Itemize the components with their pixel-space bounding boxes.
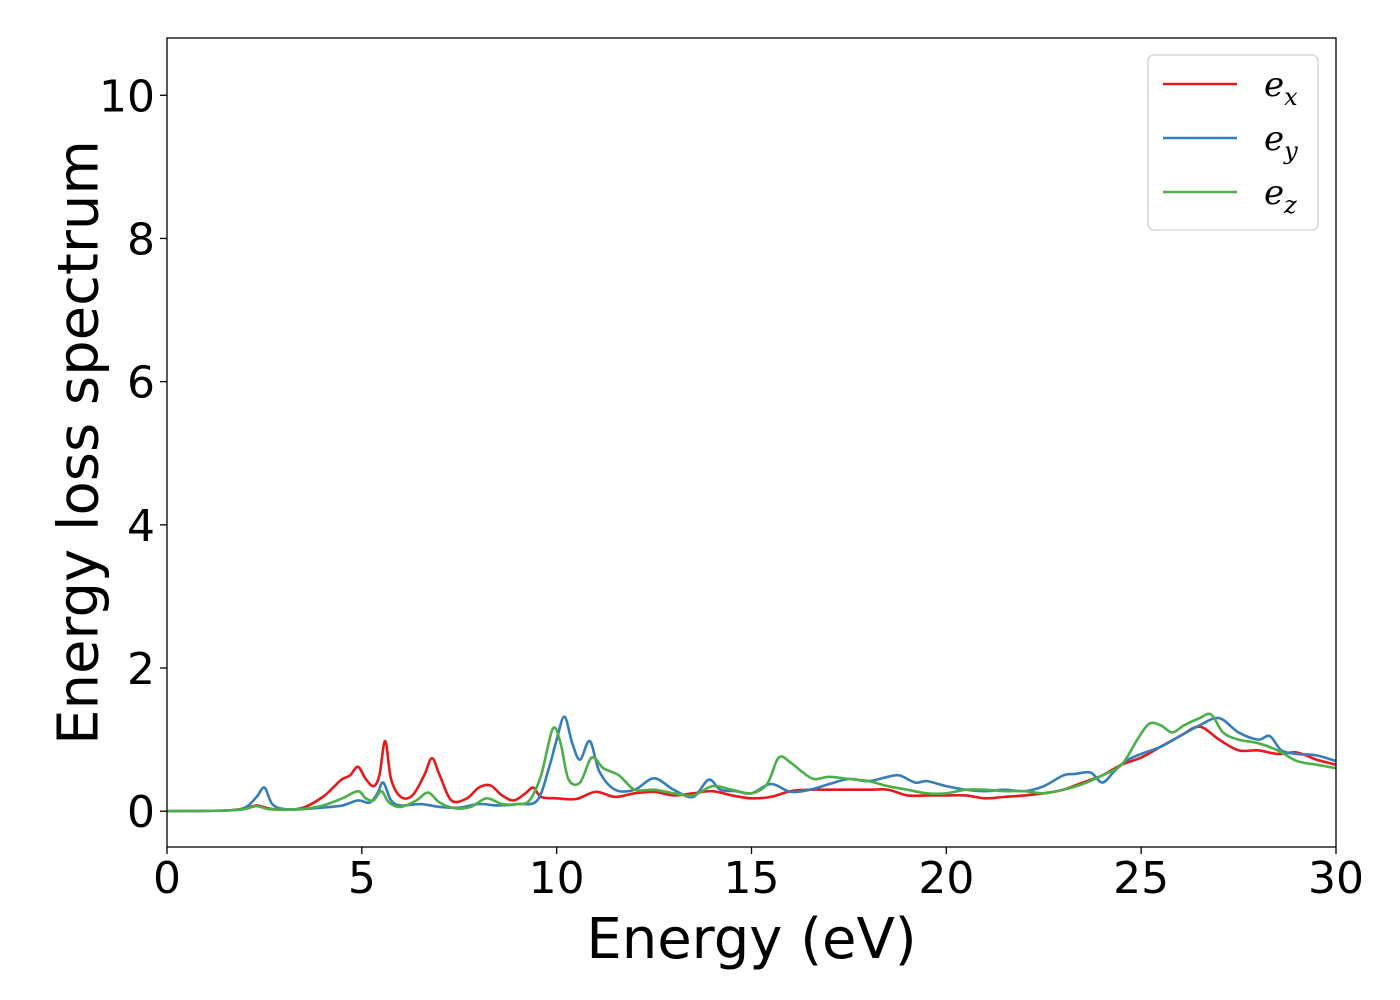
plot-area-frame — [166, 37, 1337, 848]
y-tick-label: 0 — [127, 787, 155, 838]
y-tick-label: 10 — [99, 71, 155, 122]
x-tick-label: 0 — [153, 853, 181, 904]
series-line-z — [167, 712, 1336, 813]
y-tick-label: 6 — [127, 358, 155, 409]
y-tick-label: 8 — [127, 214, 155, 265]
x-axis-title: Energy (eV) — [586, 907, 916, 972]
x-tick-label: 25 — [1113, 853, 1169, 904]
x-tick-label: 20 — [918, 853, 974, 904]
y-tick-label: 4 — [127, 501, 155, 552]
legend: ex ey ez — [1147, 54, 1319, 231]
y-axis-ticks: 0 2 4 6 8 10 — [99, 71, 167, 838]
legend-label-z: ez — [1264, 173, 1297, 219]
x-tick-label: 10 — [529, 853, 585, 904]
x-axis-ticks: 0 5 10 15 20 25 30 — [153, 847, 1364, 904]
series-lines — [167, 712, 1336, 813]
x-tick-label: 30 — [1308, 853, 1364, 904]
y-tick-label: 2 — [127, 644, 155, 695]
legend-label-y: ey — [1264, 119, 1298, 165]
legend-box — [1147, 54, 1319, 231]
y-axis-title: Energy loss spectrum — [47, 140, 112, 745]
legend-label-x: ex — [1264, 65, 1298, 111]
x-tick-label: 5 — [348, 853, 376, 904]
x-tick-label: 15 — [724, 853, 780, 904]
